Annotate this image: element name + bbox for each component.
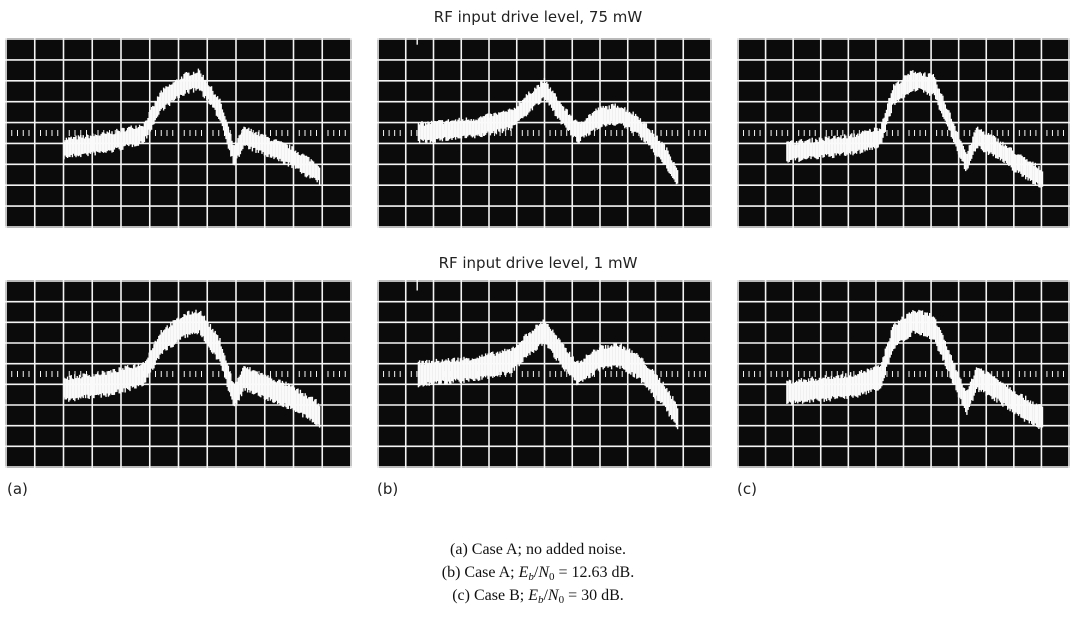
figure: RF input drive level, 75 mW RF input dri… xyxy=(0,0,1076,617)
heading: RF input drive level, 1 mW xyxy=(0,254,1076,272)
caption: (a) Case A; no added noise. (b) Case A; … xyxy=(0,538,1076,607)
panel-label: (a) xyxy=(7,480,28,498)
oscilloscope-panel xyxy=(377,38,712,228)
panel-label: (c) xyxy=(737,480,757,498)
oscilloscope-panel xyxy=(377,280,712,468)
caption-text: (a) Case A; no added noise. xyxy=(450,541,626,558)
heading: RF input drive level, 75 mW xyxy=(0,8,1076,26)
panel-label: (b) xyxy=(377,480,398,498)
caption-text: N xyxy=(538,564,549,581)
caption-text: (b) Case A; xyxy=(442,564,519,581)
caption-text: E xyxy=(519,564,529,581)
caption-text: N xyxy=(548,587,559,604)
oscilloscope-panel xyxy=(5,280,352,468)
caption-line: (a) Case A; no added noise. xyxy=(0,538,1076,561)
oscilloscope-panel xyxy=(737,280,1070,468)
caption-line: (c) Case B; Eb/N0 = 30 dB. xyxy=(0,584,1076,607)
oscilloscope-panel xyxy=(5,38,352,228)
caption-line: (b) Case A; Eb/N0 = 12.63 dB. xyxy=(0,561,1076,584)
caption-text: = 12.63 dB. xyxy=(555,564,635,581)
oscilloscope-panel xyxy=(737,38,1070,228)
caption-text: = 30 dB. xyxy=(564,587,624,604)
caption-text: (c) Case B; xyxy=(452,587,528,604)
caption-text: E xyxy=(528,587,538,604)
